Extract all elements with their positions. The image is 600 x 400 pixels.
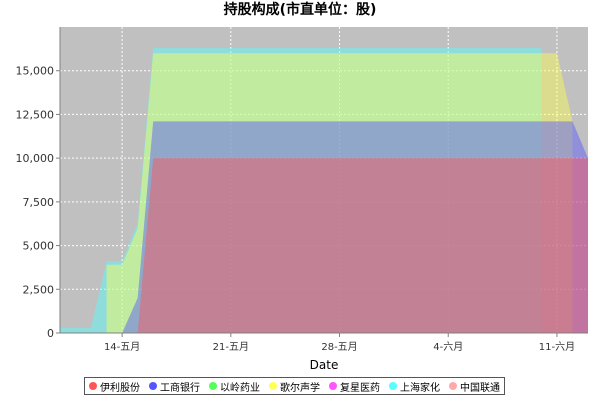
- area-layer: [60, 47, 588, 334]
- legend-swatch: [329, 382, 337, 390]
- legend-swatch: [389, 382, 397, 390]
- legend-label: 以岭药业: [220, 382, 260, 394]
- legend-item: 复星医药: [329, 379, 380, 394]
- x-axis-label: Date: [310, 358, 339, 372]
- legend-label: 工商银行: [160, 382, 200, 394]
- series-area-0: [137, 158, 588, 333]
- legend-item: 歌尔声学: [269, 379, 320, 394]
- legend-label: 歌尔声学: [280, 382, 320, 394]
- y-tick-label: 5,000: [23, 240, 55, 253]
- legend-item: 工商银行: [149, 379, 200, 394]
- y-tick-label: 0: [47, 327, 54, 340]
- legend-label: 伊利股份: [100, 382, 140, 394]
- legend-swatch: [149, 382, 157, 390]
- y-tick-label: 15,000: [16, 65, 55, 78]
- legend-label: 上海家化: [400, 382, 440, 394]
- x-tick-label: 11-六月: [539, 341, 575, 353]
- y-tick-label: 12,500: [16, 108, 55, 121]
- legend-item: 伊利股份: [89, 379, 140, 394]
- legend-swatch: [449, 382, 457, 390]
- series-area-5: [60, 47, 542, 334]
- legend-item: 中国联通: [449, 379, 500, 394]
- legend-swatch: [269, 382, 277, 390]
- plot-background: [60, 27, 588, 333]
- series-area-1: [122, 121, 588, 334]
- y-tick-label: 10,000: [16, 152, 55, 165]
- x-tick-label: 21-五月: [213, 341, 249, 353]
- chart-title: 持股构成(市直单位：股): [223, 2, 377, 18]
- y-tick-label: 7,500: [23, 196, 55, 209]
- legend-swatch: [209, 382, 217, 390]
- legend-swatch: [89, 382, 97, 390]
- x-tick-label: 4-六月: [433, 341, 463, 353]
- legend-label: 复星医药: [340, 382, 380, 394]
- axis-layer: 0 2,500 5,000 7,500 10,000 12,500 15,000 14-五月 2…: [16, 27, 588, 353]
- legend: 伊利股份 工商银行 以岭药业 歌尔声学 复星医药 上海家化 中国联通: [84, 377, 505, 395]
- legend-item: 以岭药业: [209, 379, 260, 394]
- y-tick-label: 2,500: [23, 283, 55, 296]
- legend-label: 中国联通: [460, 382, 500, 394]
- x-tick-label: 14-五月: [104, 341, 140, 353]
- series-area-3: [106, 53, 573, 333]
- x-tick-label: 28-五月: [321, 341, 357, 353]
- legend-item: 上海家化: [389, 379, 440, 394]
